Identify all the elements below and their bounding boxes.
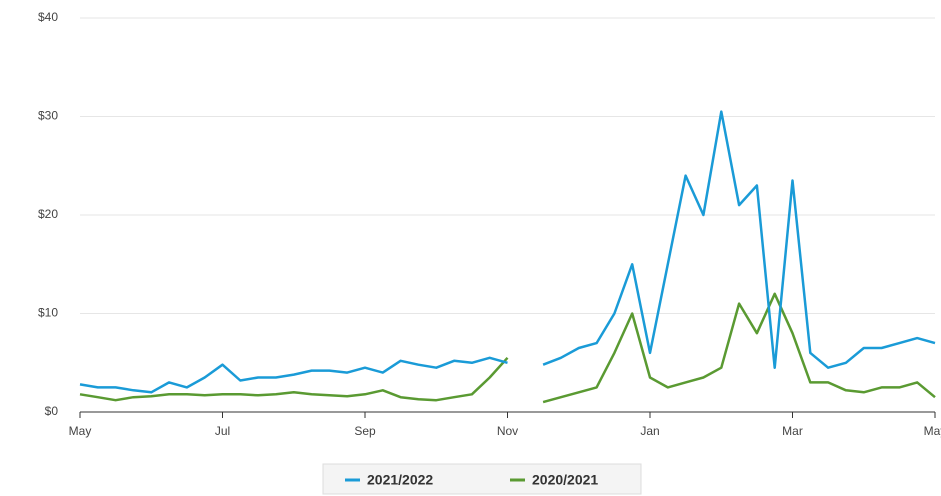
y-tick-label: $0	[45, 404, 59, 418]
y-tick-label: $10	[38, 306, 58, 320]
series-line	[79, 110, 936, 394]
legend-box	[322, 463, 642, 495]
legend: 2021/2022 2020/2021	[322, 463, 642, 495]
y-tick-label: $40	[38, 10, 58, 24]
legend-label: 2020/2021	[532, 472, 598, 488]
x-tick-label: Jan	[640, 424, 659, 438]
x-tick-label: Nov	[497, 424, 518, 438]
series-line	[79, 292, 936, 404]
x-tick-label: Sep	[354, 424, 376, 438]
x-tick-label: Mar	[782, 424, 803, 438]
x-tick-label: May	[69, 424, 92, 438]
x-tick-label: Jul	[215, 424, 230, 438]
y-tick-label: $30	[38, 109, 58, 123]
legend-label: 2021/2022	[367, 472, 433, 488]
y-tick-label: $20	[38, 207, 58, 221]
x-tick-label: May	[924, 424, 941, 438]
